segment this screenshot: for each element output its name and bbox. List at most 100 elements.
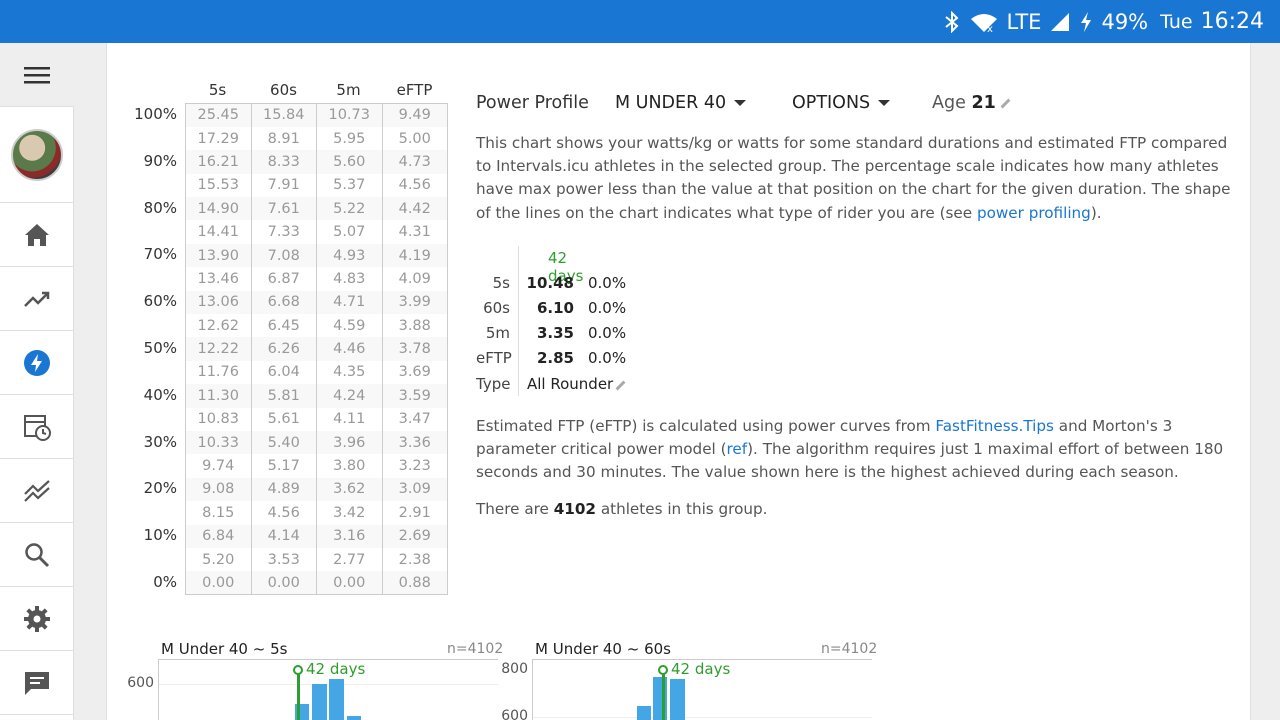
- table-cell: 3.96: [316, 430, 383, 455]
- avatar-button[interactable]: [0, 107, 74, 203]
- athletes-count: 4102: [553, 500, 596, 518]
- sidebar-item-search[interactable]: [0, 523, 74, 587]
- menu-button[interactable]: [0, 43, 74, 107]
- table-cell: 10.73: [316, 102, 383, 127]
- summary-row: 60s 6.10 0.0%: [476, 299, 676, 324]
- charging-icon: [1079, 11, 1093, 33]
- table-cell: 4.89: [250, 477, 317, 502]
- sidebar-item-calendar[interactable]: [0, 395, 74, 459]
- table-cell: 3.78: [381, 337, 448, 361]
- col-header-5s: 5s: [208, 81, 227, 99]
- power-profiling-link[interactable]: power profiling: [976, 203, 1091, 222]
- table-cell: 14.90: [185, 197, 252, 221]
- table-cell: 15.53: [185, 173, 252, 198]
- table-cell: 17.29: [185, 126, 252, 151]
- histogram-bar: [312, 684, 327, 720]
- table-cell: 10.33: [185, 430, 252, 455]
- table-cell: 0.00: [316, 571, 383, 596]
- table-cell: 2.69: [381, 524, 448, 548]
- status-icons: x LTE 49% Tue 16:24: [943, 0, 1264, 43]
- percent-label: 40%: [143, 385, 177, 404]
- table-cell: 0.88: [381, 571, 448, 596]
- table-row: 8.15 4.56 3.42 2.91: [185, 501, 448, 525]
- table-cell: 3.09: [381, 477, 448, 502]
- age-field[interactable]: Age 21: [932, 93, 1011, 113]
- table-cell: 5.00: [381, 126, 448, 151]
- table-row: 15.53 7.91 5.37 4.56: [185, 173, 448, 198]
- table-cell: 5.07: [316, 220, 383, 244]
- summary-value: 10.48: [526, 274, 574, 292]
- status-time: 16:24: [1200, 9, 1264, 34]
- histogram-bar: [637, 706, 651, 720]
- summary-row: 5m 3.35 0.0%: [476, 324, 676, 349]
- table-cell: 5.20: [185, 547, 252, 572]
- table-cell: 3.36: [381, 430, 448, 455]
- chart-count: n=4102: [447, 641, 504, 657]
- marker-line: [297, 670, 300, 720]
- edit-icon: [615, 380, 626, 391]
- chat-icon: [25, 671, 49, 695]
- table-cell: 7.08: [250, 243, 317, 268]
- table-cell: 4.35: [316, 360, 383, 385]
- chevron-down-icon: [878, 100, 891, 106]
- table-cell: 3.69: [381, 360, 448, 385]
- table-cell: 3.62: [316, 477, 383, 502]
- sidebar-item-home[interactable]: [0, 203, 74, 267]
- marker-label: 42 days: [306, 660, 366, 678]
- rider-type-row[interactable]: Type All Rounder: [476, 375, 676, 400]
- table-cell: 6.87: [250, 267, 317, 291]
- bolt-icon: [24, 349, 50, 376]
- table-cell: 4.46: [316, 337, 383, 361]
- summary-value: 2.85: [536, 349, 574, 367]
- ref-link[interactable]: ref: [726, 440, 748, 459]
- chart-axis-label: 600: [501, 708, 528, 720]
- table-cell: 3.80: [316, 454, 383, 478]
- percent-label: 0%: [153, 573, 177, 591]
- table-cell: 25.45: [185, 102, 252, 127]
- table-cell: 6.04: [250, 360, 317, 385]
- sidebar-item-fitness[interactable]: [0, 267, 74, 331]
- percent-label: 70%: [143, 245, 177, 264]
- table-cell: 5.22: [316, 197, 383, 221]
- summary-value: 3.35: [536, 324, 574, 342]
- histogram-5s[interactable]: [158, 659, 498, 720]
- table-cell: 8.33: [250, 150, 317, 174]
- table-cell: 3.47: [381, 407, 448, 431]
- table-cell: 4.42: [381, 197, 448, 221]
- multiline-chart-icon: [24, 479, 50, 502]
- table-cell: 4.56: [381, 173, 448, 198]
- table-cell: 8.15: [185, 501, 252, 525]
- eftp-note: Estimated FTP (eFTP) is calculated using…: [476, 415, 1236, 485]
- sidebar-item-compare[interactable]: [0, 459, 74, 523]
- table-row: 13.46 6.87 4.83 4.09: [185, 267, 448, 291]
- sidebar-item-power[interactable]: [0, 331, 74, 395]
- table-row: 10.83 5.61 4.11 3.47: [185, 407, 448, 431]
- trending-up-icon: [24, 291, 50, 307]
- chart-axis-label: 600: [127, 675, 154, 691]
- menu-icon: [24, 66, 50, 83]
- table-cell: 4.93: [316, 243, 383, 268]
- rider-type-label: Type: [476, 375, 511, 393]
- table-row: 14.90 7.61 5.22 4.42: [185, 197, 448, 221]
- table-cell: 4.71: [316, 290, 383, 315]
- table-cell: 4.14: [250, 524, 317, 548]
- summary-label: 60s: [483, 299, 510, 317]
- histogram-60s[interactable]: [532, 659, 872, 720]
- table-cell: 2.91: [381, 501, 448, 525]
- table-cell: 3.53: [250, 547, 317, 572]
- table-cell: 6.26: [250, 337, 317, 361]
- athletes-note-text: athletes in this group.: [596, 500, 768, 518]
- sidebar-item-settings[interactable]: [0, 587, 74, 651]
- summary-label: 5s: [492, 274, 510, 292]
- fastfitness-link[interactable]: FastFitness.Tips: [935, 417, 1054, 435]
- athletes-note: There are 4102 athletes in this group.: [476, 498, 1236, 521]
- options-button[interactable]: OPTIONS: [792, 93, 891, 113]
- summary-column-header: 42 days: [548, 249, 584, 285]
- table-cell: 2.38: [381, 547, 448, 572]
- home-icon: [25, 223, 49, 246]
- table-cell: 7.33: [250, 220, 317, 244]
- table-cell: 3.16: [316, 524, 383, 548]
- table-row: 10.33 5.40 3.96 3.36: [185, 430, 448, 455]
- group-select[interactable]: M UNDER 40: [615, 93, 747, 113]
- sidebar-item-chat[interactable]: [0, 651, 74, 715]
